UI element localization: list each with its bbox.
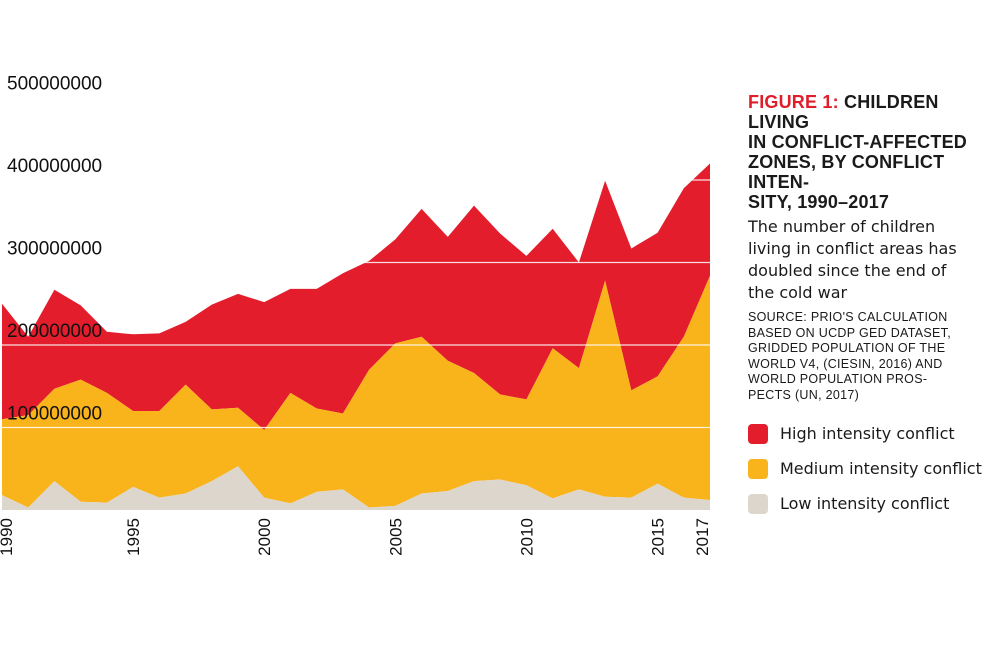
x-tick-label: 2010	[517, 518, 536, 556]
legend-swatch-medium	[748, 458, 768, 479]
x-tick-label: 1990	[0, 518, 16, 556]
stacked-areas	[2, 163, 710, 510]
legend-swatch-high	[748, 423, 768, 444]
gridlines	[2, 96, 710, 429]
y-tick-label: 300000000	[7, 239, 102, 260]
y-tick-label: 100000000	[7, 404, 102, 425]
legend-item-low: Low intensity conflict	[748, 486, 982, 521]
figure-title-text: CHILDREN LIVING IN CONFLICT-AFFECTED ZON…	[748, 92, 967, 212]
legend-item-medium: Medium intensity conflict	[748, 451, 982, 486]
figure-source: SOURCE: PRIO'S CALCULATION BASED ON UCDP…	[748, 310, 951, 402]
legend-label-high: High intensity conflict	[780, 424, 955, 443]
legend-swatch-low	[748, 493, 768, 514]
x-tick-label: 2000	[255, 518, 274, 556]
y-axis-ticks: 100000000 200000000 300000000 400000000 5000…	[7, 74, 102, 425]
x-tick-label: 1995	[124, 518, 143, 556]
y-tick-label: 400000000	[7, 156, 102, 177]
figure-label: FIGURE 1:	[748, 92, 839, 112]
area-low-intensity	[2, 466, 710, 510]
x-tick-label: 2005	[386, 518, 405, 556]
x-axis-ticks: 1990 1995 2000 2005 2010 2015 2017	[0, 518, 712, 556]
figure-caption: FIGURE 1: CHILDREN LIVING IN CONFLICT-AF…	[748, 92, 998, 403]
x-tick-label: 2017	[693, 518, 712, 556]
legend-item-high: High intensity conflict	[748, 416, 982, 451]
area-medium-intensity	[2, 275, 710, 508]
legend: High intensity conflict Medium intensity…	[748, 416, 982, 521]
area-high-intensity	[2, 163, 710, 430]
y-tick-label: 500000000	[7, 74, 102, 95]
x-tick-label: 2015	[649, 518, 668, 556]
legend-label-medium: Medium intensity conflict	[780, 459, 982, 478]
figure-subtitle: The number of children living in conflic…	[748, 217, 957, 302]
legend-label-low: Low intensity conflict	[780, 494, 950, 513]
y-tick-label: 200000000	[7, 321, 102, 342]
chart: 100000000 200000000 300000000 400000000 5000…	[0, 74, 712, 556]
figure-title: FIGURE 1: CHILDREN LIVING IN CONFLICT-AF…	[748, 92, 998, 212]
